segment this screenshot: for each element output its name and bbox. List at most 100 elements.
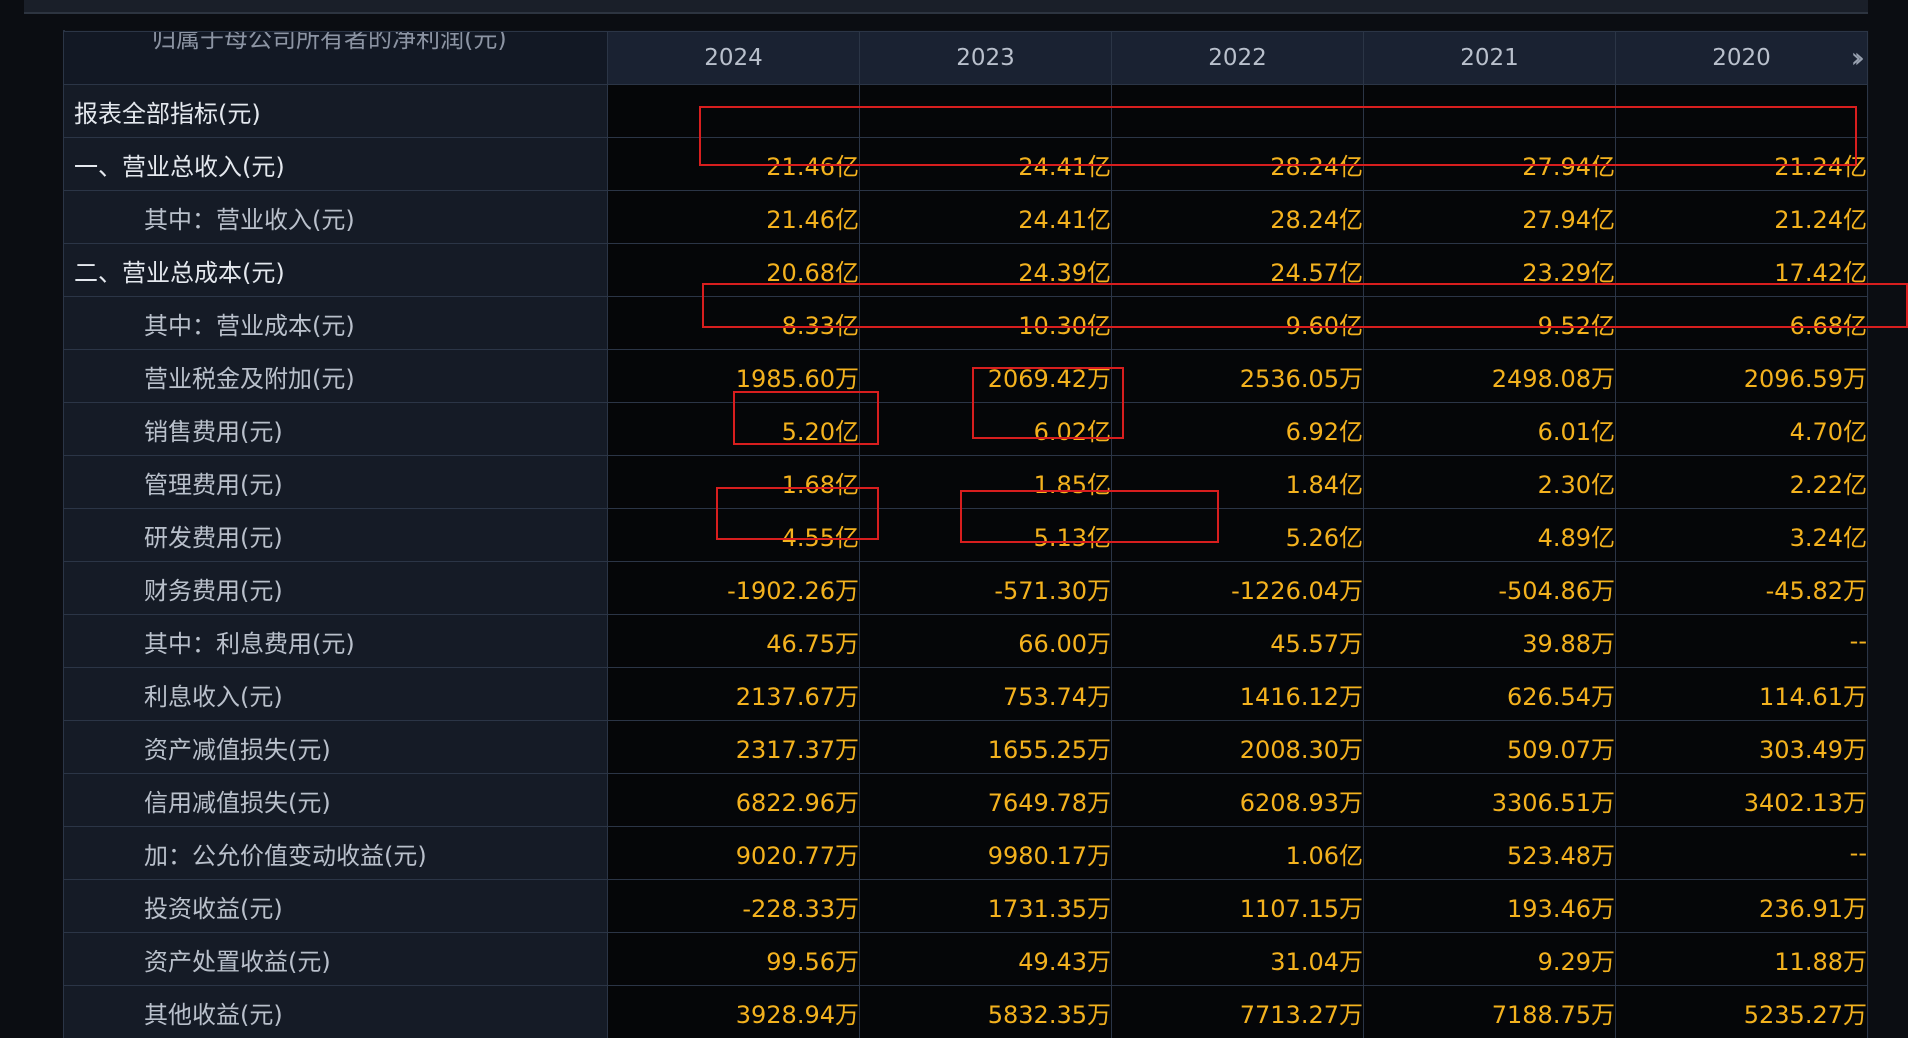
value-cell-2023: -571.30万 — [859, 561, 1112, 615]
year-header-row: 归属于母公司所有者的净利润(元) 2024 2023 2022 2021 202… — [63, 31, 1868, 85]
row-label: 其中：利息费用(元) — [63, 614, 608, 668]
truncated-row-label: 归属于母公司所有者的净利润(元) — [63, 31, 608, 85]
value-cell-2024: -1902.26万 — [607, 561, 860, 615]
table-row: 销售费用(元) 5.20亿 6.02亿 6.92亿 6.01亿 4.70亿 — [63, 402, 1868, 456]
value-cell-2020: 21.24亿 — [1615, 190, 1868, 244]
value-cell-2021: 523.48万 — [1363, 826, 1616, 880]
value-cell-2022: 28.24亿 — [1111, 190, 1364, 244]
value-cell-2020: 17.42亿 — [1615, 243, 1868, 297]
table-row: 研发费用(元) 4.55亿 5.13亿 5.26亿 4.89亿 3.24亿 — [63, 508, 1868, 562]
value-cell-2021: 39.88万 — [1363, 614, 1616, 668]
table-row: 加：公允价值变动收益(元) 9020.77万 9980.17万 1.06亿 523.48… — [63, 826, 1868, 880]
value-cell-2023: 9980.17万 — [859, 826, 1112, 880]
value-cell-2020: 6.68亿 — [1615, 296, 1868, 350]
row-label: 投资收益(元) — [63, 879, 608, 933]
top-toolbar-strip — [24, 0, 1868, 14]
value-cell-2023: 5832.35万 — [859, 985, 1112, 1038]
row-label: 管理费用(元) — [63, 455, 608, 509]
value-cell-2024: 5.20亿 — [607, 402, 860, 456]
value-cell-2022: 2536.05万 — [1111, 349, 1364, 403]
value-cell-2021: 2498.08万 — [1363, 349, 1616, 403]
table-row: 利息收入(元) 2137.67万 753.74万 1416.12万 626.54万 114… — [63, 667, 1868, 721]
value-cell-2020: 3.24亿 — [1615, 508, 1868, 562]
value-cell-2023: 1731.35万 — [859, 879, 1112, 933]
value-cell-2020: 303.49万 — [1615, 720, 1868, 774]
empty-cell — [859, 84, 1112, 138]
value-cell-2022: 31.04万 — [1111, 932, 1364, 986]
empty-cell — [1363, 84, 1616, 138]
row-label: 销售费用(元) — [63, 402, 608, 456]
value-cell-2021: 626.54万 — [1363, 667, 1616, 721]
row-label: 研发费用(元) — [63, 508, 608, 562]
value-cell-2021: 6.01亿 — [1363, 402, 1616, 456]
empty-cell — [1111, 84, 1364, 138]
value-cell-2020: -- — [1615, 614, 1868, 668]
table-row: 投资收益(元) -228.33万 1731.35万 1107.15万 193.46万 23… — [63, 879, 1868, 933]
value-cell-2023: 5.13亿 — [859, 508, 1112, 562]
year-header-2023[interactable]: 2023 — [859, 31, 1112, 85]
row-label: 二、营业总成本(元) — [63, 243, 608, 297]
value-cell-2022: 1.84亿 — [1111, 455, 1364, 509]
value-cell-2020: 3402.13万 — [1615, 773, 1868, 827]
value-cell-2023: 24.41亿 — [859, 137, 1112, 191]
value-cell-2021: 509.07万 — [1363, 720, 1616, 774]
table-row: 其中：营业成本(元) 8.33亿 10.30亿 9.60亿 9.52亿 6.68亿 — [63, 296, 1868, 350]
value-cell-2024: -228.33万 — [607, 879, 860, 933]
value-cell-2023: 6.02亿 — [859, 402, 1112, 456]
value-cell-2023: 1.85亿 — [859, 455, 1112, 509]
table-row: 管理费用(元) 1.68亿 1.85亿 1.84亿 2.30亿 2.22亿 — [63, 455, 1868, 509]
table-row: 资产处置收益(元) 99.56万 49.43万 31.04万 9.29万 11.88万 — [63, 932, 1868, 986]
value-cell-2024: 4.55亿 — [607, 508, 860, 562]
value-cell-2021: 4.89亿 — [1363, 508, 1616, 562]
row-label: 其中：营业成本(元) — [63, 296, 608, 350]
value-cell-2020: 11.88万 — [1615, 932, 1868, 986]
value-cell-2021: -504.86万 — [1363, 561, 1616, 615]
table-row: 二、营业总成本(元) 20.68亿 24.39亿 24.57亿 23.29亿 17.42亿 — [63, 243, 1868, 297]
value-cell-2021: 193.46万 — [1363, 879, 1616, 933]
value-cell-2020: 114.61万 — [1615, 667, 1868, 721]
row-label: 加：公允价值变动收益(元) — [63, 826, 608, 880]
value-cell-2023: 1655.25万 — [859, 720, 1112, 774]
empty-cell — [1615, 84, 1868, 138]
value-cell-2021: 7188.75万 — [1363, 985, 1616, 1038]
value-cell-2020: 5235.27万 — [1615, 985, 1868, 1038]
value-cell-2022: 45.57万 — [1111, 614, 1364, 668]
value-cell-2021: 3306.51万 — [1363, 773, 1616, 827]
row-label: 信用减值损失(元) — [63, 773, 608, 827]
value-cell-2022: 5.26亿 — [1111, 508, 1364, 562]
value-cell-2024: 2317.37万 — [607, 720, 860, 774]
value-cell-2023: 66.00万 — [859, 614, 1112, 668]
value-cell-2021: 27.94亿 — [1363, 190, 1616, 244]
value-cell-2023: 49.43万 — [859, 932, 1112, 986]
value-cell-2024: 9020.77万 — [607, 826, 860, 880]
table-row: 营业税金及附加(元) 1985.60万 2069.42万 2536.05万 2498.0… — [63, 349, 1868, 403]
year-header-2021[interactable]: 2021 — [1363, 31, 1616, 85]
year-header-2020[interactable]: 2020 ›› — [1615, 31, 1868, 85]
year-header-2022[interactable]: 2022 — [1111, 31, 1364, 85]
row-label: 财务费用(元) — [63, 561, 608, 615]
table-row: 一、营业总收入(元) 21.46亿 24.41亿 28.24亿 27.94亿 21.24亿 — [63, 137, 1868, 191]
value-cell-2021: 9.29万 — [1363, 932, 1616, 986]
value-cell-2023: 753.74万 — [859, 667, 1112, 721]
value-cell-2020: -- — [1615, 826, 1868, 880]
row-label: 一、营业总收入(元) — [63, 137, 608, 191]
value-cell-2023: 24.39亿 — [859, 243, 1112, 297]
value-cell-2024: 21.46亿 — [607, 190, 860, 244]
double-chevron-right-icon[interactable]: ›› — [1850, 41, 1866, 74]
value-cell-2023: 10.30亿 — [859, 296, 1112, 350]
value-cell-2024: 46.75万 — [607, 614, 860, 668]
row-label: 其他收益(元) — [63, 985, 608, 1038]
value-cell-2024: 2137.67万 — [607, 667, 860, 721]
value-cell-2020: 4.70亿 — [1615, 402, 1868, 456]
value-cell-2024: 20.68亿 — [607, 243, 860, 297]
value-cell-2024: 21.46亿 — [607, 137, 860, 191]
value-cell-2024: 3928.94万 — [607, 985, 860, 1038]
value-cell-2022: 24.57亿 — [1111, 243, 1364, 297]
row-label: 资产处置收益(元) — [63, 932, 608, 986]
value-cell-2022: 2008.30万 — [1111, 720, 1364, 774]
value-cell-2024: 6822.96万 — [607, 773, 860, 827]
table-row: 其他收益(元) 3928.94万 5832.35万 7713.27万 7188.75万 5… — [63, 985, 1868, 1038]
value-cell-2022: 28.24亿 — [1111, 137, 1364, 191]
year-header-2024[interactable]: 2024 — [607, 31, 860, 85]
